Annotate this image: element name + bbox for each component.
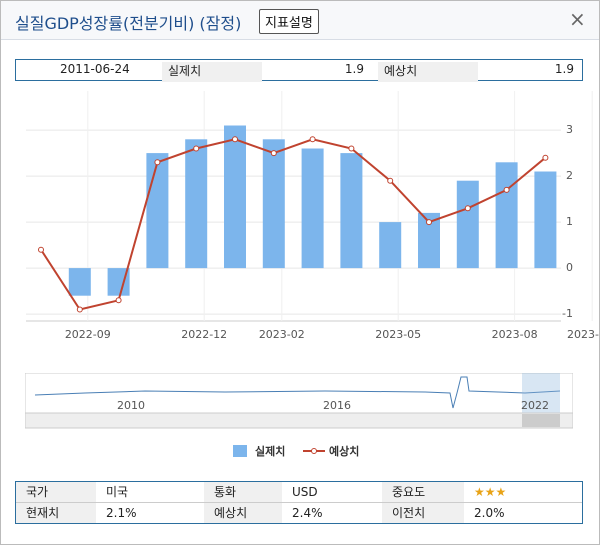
actual-value: 1.9 (344, 62, 364, 76)
point (115, 297, 122, 304)
table-value: ★★★ (474, 485, 507, 499)
description-button[interactable]: 지표설명 (259, 9, 319, 34)
x-tick-label: 2023-08 (492, 328, 538, 341)
point (387, 177, 394, 184)
table-value: 2.1% (106, 506, 137, 520)
navigator-label: 2022 (521, 399, 549, 412)
bar (301, 148, 324, 269)
x-tick-label: 2023-05 (375, 328, 421, 341)
legend-swatch (233, 445, 247, 457)
x-tick-label: 2022-12 (181, 328, 227, 341)
table-key: 통화 (204, 482, 282, 502)
table-key: 현재치 (16, 503, 96, 523)
bar (379, 222, 402, 269)
table-row: 국가 미국 통화 USD 중요도 ★★★ (16, 482, 582, 502)
y-tick-label: 0 (566, 261, 573, 274)
x-tick-label: 2022-09 (65, 328, 111, 341)
forecast-value: 1.9 (554, 62, 574, 76)
y-tick-label: 1 (566, 215, 573, 228)
table-key: 이전치 (382, 503, 464, 523)
navigator-label: 2016 (323, 399, 351, 412)
table-value: 2.4% (292, 506, 323, 520)
legend-label: 예상치 (329, 444, 359, 458)
navigator-label: 2010 (117, 399, 145, 412)
point (348, 145, 355, 152)
table-value: USD (292, 485, 318, 499)
actual-label: 실제치 (168, 64, 202, 78)
bar (534, 171, 557, 269)
point (309, 136, 316, 143)
table-value: 2.0% (474, 506, 505, 520)
date: 2011-06-24 (60, 62, 130, 76)
bar (456, 180, 479, 269)
bar (495, 162, 518, 269)
y-tick-label: 3 (566, 123, 573, 136)
table-row: 현재치 2.1% 예상치 2.4% 이전치 2.0% (16, 502, 582, 523)
chart: -1 0 1 2 3 2022-09 2022-12 2023-02 2023-05 2023-0… (26, 91, 599, 341)
y-tick-label: 2 (566, 169, 573, 182)
y-tick-label: -1 (562, 307, 573, 320)
header: 실질GDP성장률(전분기비) (잠정) 지표설명 × (1, 1, 599, 40)
point (38, 246, 44, 253)
bar (68, 268, 91, 296)
point (542, 154, 549, 161)
title: 실질GDP성장률(전분기비) (잠정) (15, 14, 242, 33)
legend: 실제치 예상치 (233, 444, 359, 458)
x-tick-label: 2023-02 (259, 328, 305, 341)
point (503, 186, 510, 193)
bar (224, 125, 246, 269)
table-value: 미국 (106, 485, 129, 499)
x-tick-label: 2023- (567, 328, 599, 341)
point (464, 205, 471, 212)
bar (107, 268, 130, 296)
legend-swatch (311, 448, 317, 454)
bar (146, 153, 169, 269)
bar (418, 212, 440, 269)
table-key: 예상치 (204, 503, 282, 523)
point (426, 219, 432, 226)
table-key: 중요도 (382, 482, 464, 502)
line (40, 138, 547, 311)
point (270, 150, 277, 157)
point (232, 136, 238, 143)
close-button[interactable]: × (569, 7, 586, 31)
forecast-label: 예상치 (384, 64, 418, 78)
info-row: 2011-06-24 실제치 1.9 예상치 1.9 (15, 59, 583, 82)
point (193, 145, 200, 152)
legend-label: 실제치 (255, 444, 285, 458)
point (76, 306, 83, 313)
summary-table: 국가 미국 통화 USD 중요도 ★★★ 현재치 2.1% 예상치 2.4% 이전치 2.0% (15, 481, 583, 524)
point (154, 159, 161, 166)
bar (262, 139, 285, 269)
bar (185, 139, 208, 269)
navigator[interactable]: 2010 2016 2022 (25, 373, 573, 429)
table-key: 국가 (16, 482, 96, 502)
bar (340, 153, 363, 269)
